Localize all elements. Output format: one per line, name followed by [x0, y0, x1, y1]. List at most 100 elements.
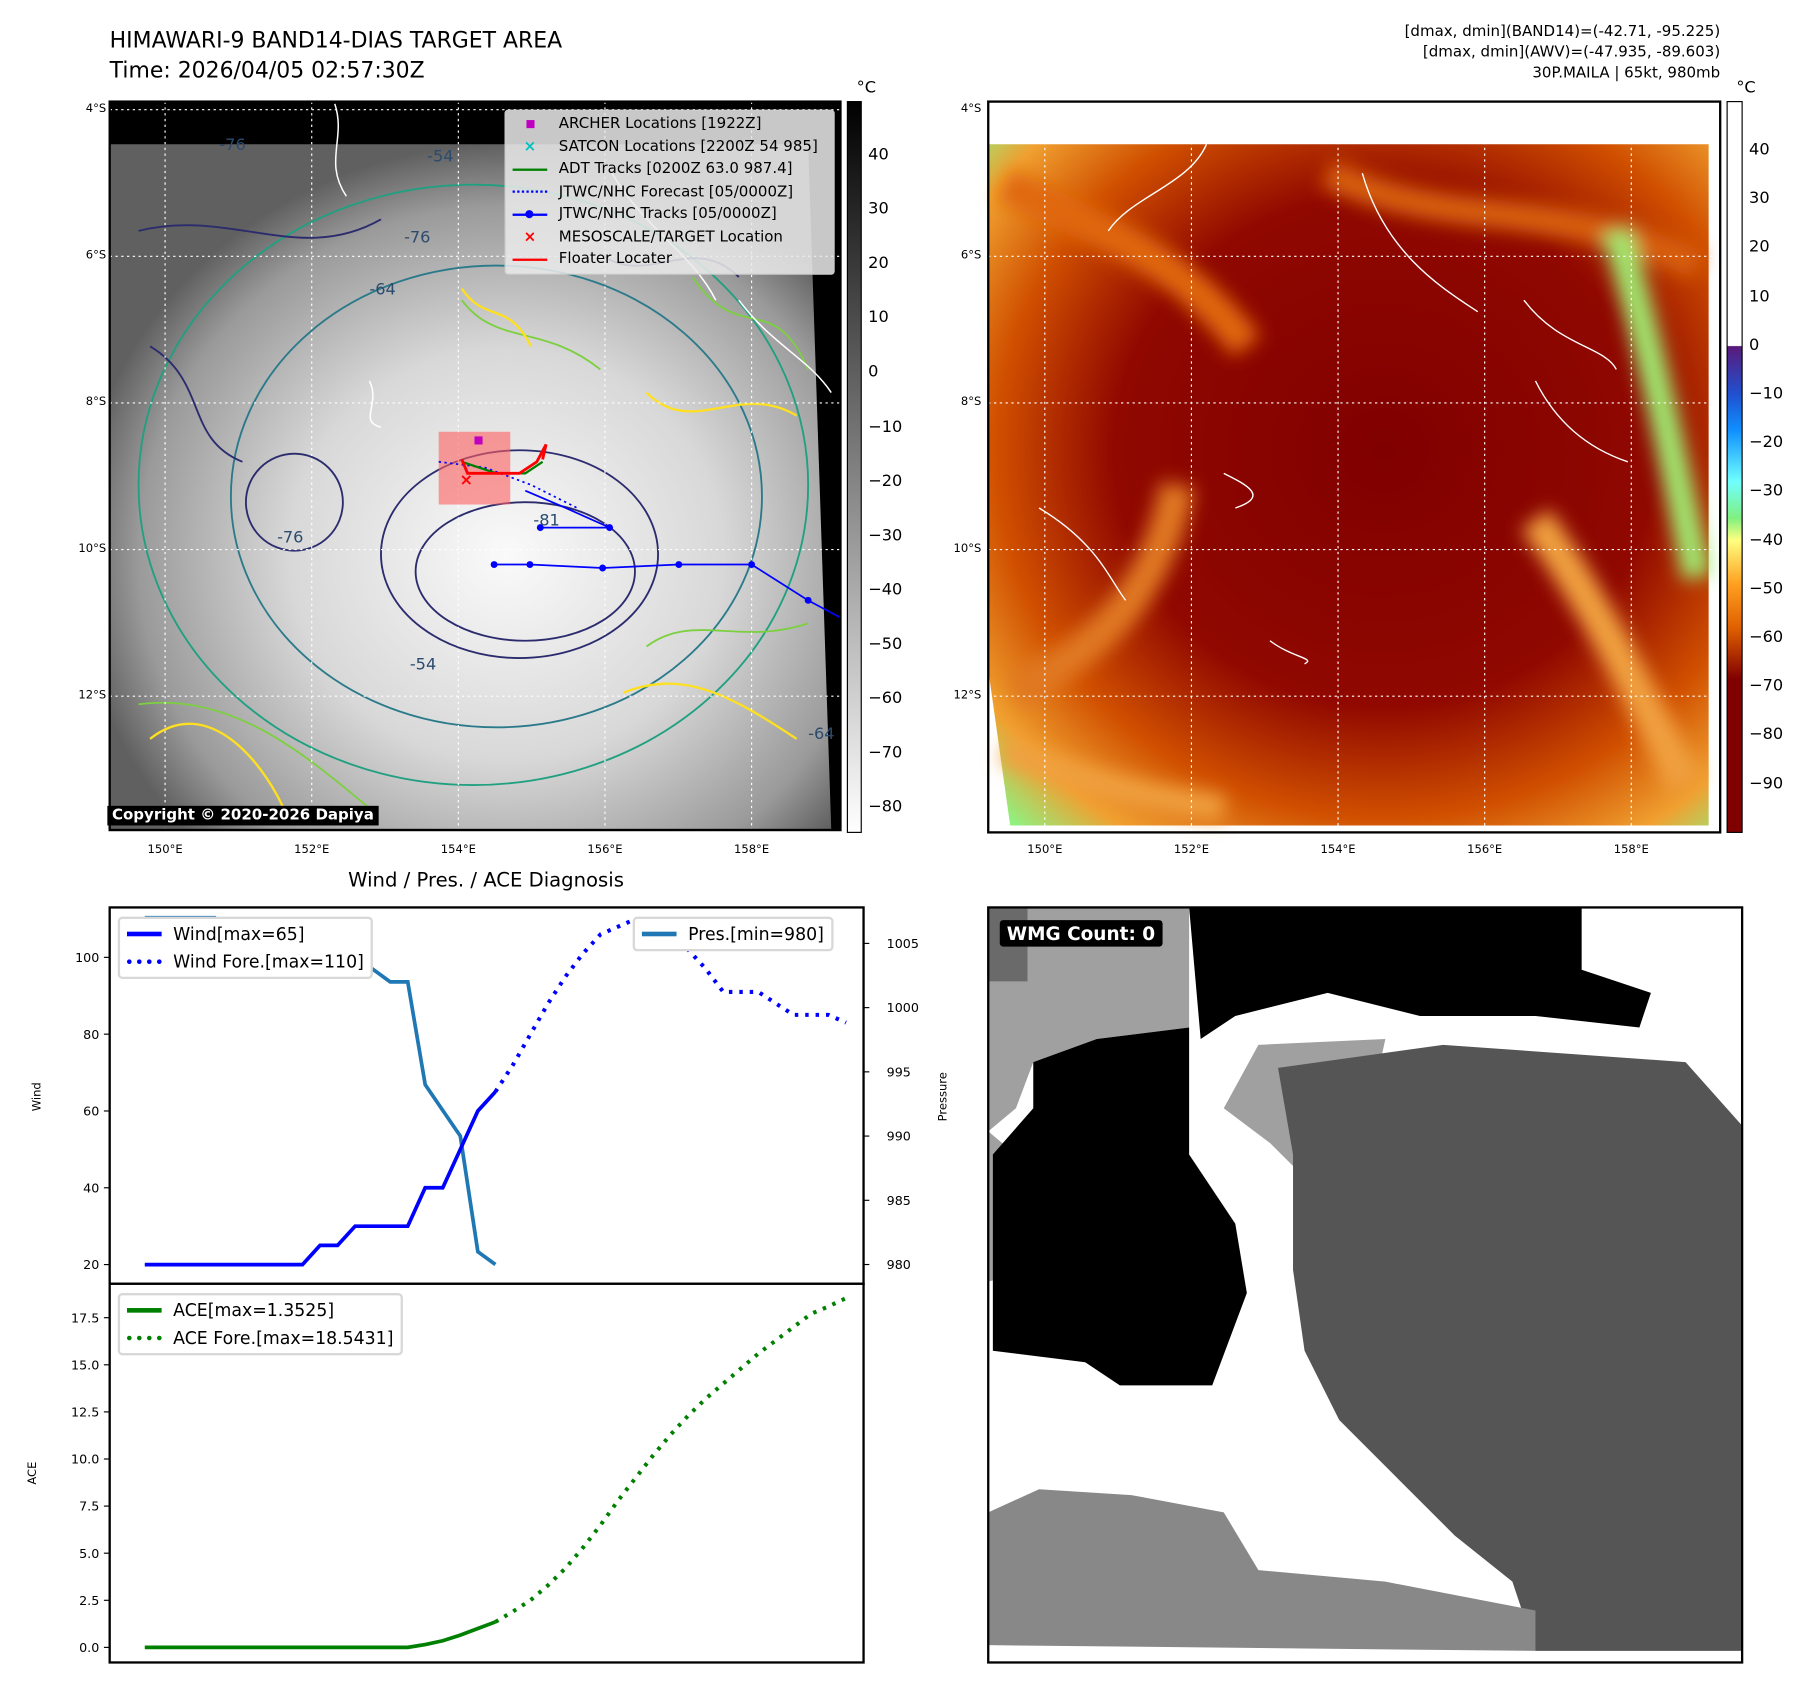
awv-imagery — [988, 144, 1709, 826]
ir-colorbar-unit: °C — [856, 78, 877, 97]
wind-tick-label: 20 — [83, 1257, 99, 1272]
contour-76-west — [244, 452, 344, 552]
awv-colorbar — [1726, 101, 1743, 833]
lon-label: 156°E — [587, 843, 623, 857]
contour-label: -54 — [410, 655, 436, 674]
line-icon — [512, 164, 548, 176]
contour-64 — [229, 264, 763, 729]
legend-label: Wind Fore.[max=110] — [173, 951, 364, 973]
x-marker-icon: × — [523, 138, 537, 156]
contour-label: -54 — [427, 147, 453, 166]
ir-map-frame — [108, 100, 842, 832]
lon-label: 154°E — [440, 843, 476, 857]
contour-76 — [380, 449, 659, 659]
square-marker-icon — [513, 119, 548, 131]
map-legend-item: × MESOSCALE/TARGET Location — [513, 226, 827, 249]
pressure-tick-label: 1000 — [887, 1000, 919, 1015]
legend-wind-forecast: Wind Fore.[max=110] — [126, 948, 364, 976]
colorbar-tick: −40 — [868, 580, 903, 599]
wmg-gray-region — [988, 1489, 1536, 1651]
ace-tick-label: 12.5 — [71, 1405, 99, 1420]
pressure-axis-label: Pressure — [936, 1072, 950, 1121]
colorbar-tick: −30 — [1749, 481, 1784, 501]
colorbar-tick: 0 — [868, 362, 879, 382]
wind-axis-label: Wind — [29, 1082, 43, 1111]
lat-label: 4°S — [960, 102, 982, 116]
pressure-tick-label: 1005 — [887, 936, 919, 951]
colorbar-tick: −70 — [1749, 676, 1784, 696]
jtwc-tracks — [490, 489, 841, 619]
legend-label: JTWC/NHC Tracks [05/0000Z] — [558, 205, 777, 224]
lat-label: 10°S — [78, 542, 107, 556]
info-storm: 30P.MAILA | 65kt, 980mb — [1532, 64, 1721, 82]
ace-tick-label: 15.0 — [71, 1357, 99, 1372]
ace-axis-label: ACE — [25, 1462, 39, 1485]
lon-label: 154°E — [1320, 843, 1356, 857]
map-legend-item: ARCHER Locations [1922Z] — [513, 113, 827, 136]
contour-label: -76 — [277, 528, 303, 547]
archer-marker — [474, 436, 483, 445]
lat-label: 6°S — [960, 249, 982, 263]
line-icon — [512, 254, 548, 266]
wind-tick-label: 80 — [83, 1027, 99, 1042]
legend-label: JTWC/NHC Forecast [05/0000Z] — [558, 183, 794, 201]
ace-tick-label: 7.5 — [79, 1499, 99, 1514]
solid-line-icon — [641, 928, 677, 940]
jtwc-forecast-line — [438, 460, 578, 509]
lon-label: 152°E — [294, 843, 330, 857]
colorbar-tick: 30 — [1749, 189, 1770, 209]
info-awv: [dmax, dmin](AWV)=(-47.935, -89.603) — [1422, 43, 1721, 62]
colorbar-tick: −10 — [1749, 384, 1784, 403]
colorbar-tick: 40 — [1749, 140, 1770, 160]
jtwc-track-line-2 — [524, 489, 610, 529]
map-legend-item: Floater Locater — [512, 248, 827, 271]
ace-legend: ACE[max=1.3525] ACE Fore.[max=18.5431] — [117, 1293, 403, 1356]
colorbar-tick: −60 — [1749, 628, 1784, 647]
awv-colorbar-unit: °C — [1736, 78, 1756, 97]
lon-label: 156°E — [1467, 843, 1503, 857]
ace-tick-label: 17.5 — [71, 1310, 99, 1325]
colorbar-tick: 20 — [1749, 238, 1770, 257]
colorbar-tick: −90 — [1749, 774, 1784, 793]
legend-label: MESOSCALE/TARGET Location — [558, 228, 783, 246]
x-marker-icon: × — [523, 228, 537, 246]
colorbar-tick: 20 — [868, 254, 889, 273]
ir-contours — [137, 183, 810, 821]
lat-label: 8°S — [85, 395, 107, 409]
colorbar-tick: −50 — [868, 634, 903, 654]
contour-label: -76 — [219, 135, 245, 154]
colorbar-tick: −40 — [1749, 530, 1784, 550]
solid-line-icon — [126, 928, 162, 940]
legend-label: ACE[max=1.3525] — [173, 1299, 335, 1321]
lat-label: 6°S — [85, 249, 107, 263]
wind-tick-label: 40 — [83, 1180, 99, 1195]
ace-tick-label: 2.5 — [79, 1593, 99, 1608]
map-legend-item: ADT Tracks [0200Z 63.0 987.4] — [512, 158, 827, 181]
pressure-tick-label: 980 — [887, 1257, 911, 1272]
contour-label: -81 — [533, 510, 559, 529]
wind-tick-label: 60 — [83, 1104, 99, 1119]
legend-label: Floater Locater — [558, 250, 673, 269]
awv-map-frame — [987, 100, 1722, 834]
lat-label: 4°S — [85, 102, 107, 116]
colorbar-tick: −20 — [868, 471, 903, 491]
colorbar-tick: −80 — [868, 797, 903, 817]
figure-time: Time: 2026/04/05 02:57:30Z — [109, 57, 425, 84]
contour-34 — [149, 287, 798, 821]
pressure-tick-label: 985 — [887, 1193, 911, 1208]
contour-54 — [137, 183, 810, 786]
lat-label: 12°S — [78, 689, 107, 702]
lat-label: 10°S — [953, 542, 982, 556]
awv-coastlines — [1038, 144, 1629, 665]
legend-ace-forecast: ACE Fore.[max=18.5431] — [126, 1324, 393, 1352]
map-legend-item: JTWC/NHC Tracks [05/0000Z] — [512, 203, 827, 226]
legend-label: Wind[max=65] — [173, 923, 305, 945]
copyright-label: Copyright © 2020-2026 Dapiya — [107, 805, 379, 826]
lat-label: 12°S — [953, 689, 982, 702]
wmg-black-top — [1189, 907, 1651, 1040]
legend-ace: ACE[max=1.3525] — [126, 1296, 393, 1324]
gridlines — [109, 101, 841, 831]
wmg-light-region — [988, 907, 1190, 1132]
